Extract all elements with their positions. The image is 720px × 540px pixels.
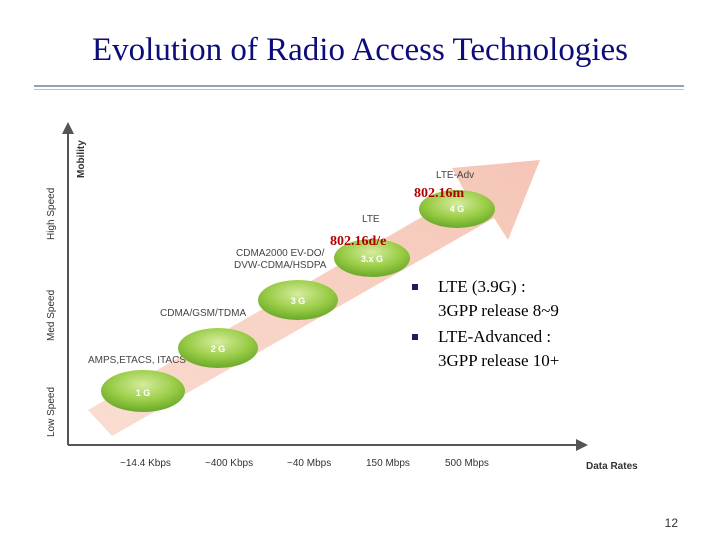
x-axis-arrowhead (576, 439, 588, 451)
bullet-line: 3GPP release 10+ (438, 351, 560, 370)
bullet-item: LTE (3.9G) : 3GPP release 8~9 (410, 275, 710, 323)
bullet-list: LTE (3.9G) : 3GPP release 8~9 LTE-Advanc… (410, 275, 710, 375)
title-divider (34, 85, 684, 87)
x-tick-label: ~14.4 Kbps (120, 458, 171, 469)
bullet-line: LTE (3.9G) : (438, 277, 526, 296)
gen-label: CDMA/GSM/TDMA (160, 308, 246, 319)
x-tick-label: ~400 Kbps (205, 458, 253, 469)
gen-bubble-2g (178, 328, 258, 368)
gen-bubble-4g (419, 190, 495, 228)
bullet-line: 3GPP release 8~9 (438, 301, 559, 320)
gen-badge: 4 G (450, 204, 465, 214)
gen-label: DVW-CDMA/HSDPA (234, 260, 327, 271)
y-band-label: High Speed (46, 188, 57, 240)
gen-label: AMPS,ETACS, ITACS (88, 355, 186, 366)
gen-label: CDMA2000 EV-DO/ (236, 248, 325, 259)
gen-label: LTE (362, 214, 380, 225)
bullet-square-icon (412, 284, 418, 290)
x-tick-label: 500 Mbps (445, 458, 489, 469)
bullet-square-icon (412, 334, 418, 340)
y-band-label: Low Speed (46, 387, 57, 437)
gen-badge: 3 G (291, 296, 306, 306)
y-axis-arrowhead (62, 122, 74, 134)
gen-badge: 1 G (136, 388, 151, 398)
x-tick-label: ~40 Mbps (287, 458, 331, 469)
y-axis-title: Mobility (76, 140, 87, 178)
title-divider-thin (34, 89, 684, 90)
gen-label: LTE-Adv (436, 170, 474, 181)
annotation-80216de: 802.16d/e (330, 234, 386, 249)
gen-badge: 3.x G (361, 254, 383, 264)
gen-bubble-1g (101, 370, 185, 412)
annotation-80216m: 802.16m (414, 186, 465, 201)
bullet-line: LTE-Advanced : (438, 327, 552, 346)
x-axis-title: Data Rates (586, 461, 638, 472)
y-band-label: Med Speed (46, 290, 57, 341)
gen-bubble-3g (258, 280, 338, 320)
gen-bubble-3xg (334, 239, 410, 277)
bullet-item: LTE-Advanced : 3GPP release 10+ (410, 325, 710, 373)
gen-badge: 2 G (211, 344, 226, 354)
page-number: 12 (664, 516, 678, 530)
slide-title: Evolution of Radio Access Technologies (92, 32, 628, 68)
x-tick-label: 150 Mbps (366, 458, 410, 469)
